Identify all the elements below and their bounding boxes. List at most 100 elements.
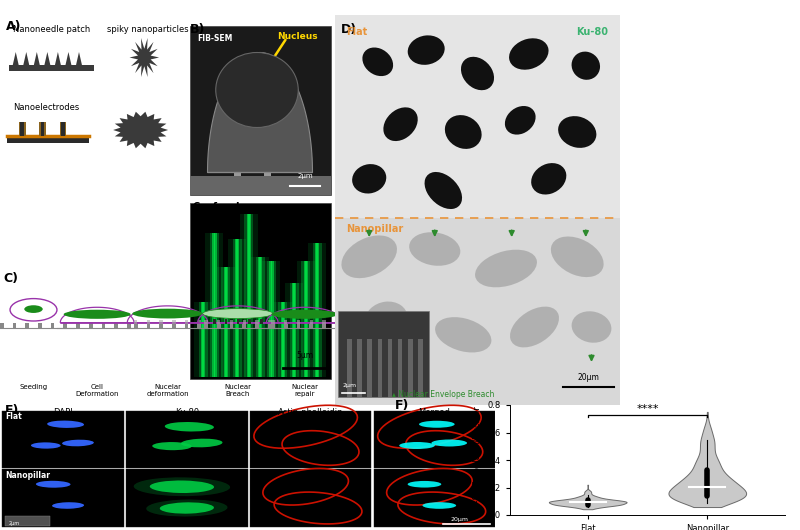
FancyBboxPatch shape	[63, 323, 67, 328]
FancyBboxPatch shape	[290, 283, 298, 377]
Text: Nanopillar: Nanopillar	[5, 471, 50, 480]
Ellipse shape	[62, 440, 94, 446]
FancyBboxPatch shape	[338, 312, 429, 397]
Text: 20μm: 20μm	[578, 373, 599, 382]
Ellipse shape	[202, 308, 273, 319]
FancyBboxPatch shape	[408, 339, 413, 397]
Text: Seeding: Seeding	[19, 384, 47, 390]
FancyBboxPatch shape	[134, 321, 138, 324]
FancyBboxPatch shape	[357, 339, 362, 397]
FancyBboxPatch shape	[206, 233, 223, 377]
FancyBboxPatch shape	[284, 321, 287, 324]
FancyBboxPatch shape	[50, 323, 54, 328]
FancyBboxPatch shape	[213, 319, 216, 324]
Ellipse shape	[383, 108, 418, 141]
Text: F): F)	[394, 400, 409, 412]
FancyBboxPatch shape	[322, 321, 326, 324]
FancyBboxPatch shape	[267, 261, 276, 377]
FancyBboxPatch shape	[258, 257, 262, 377]
FancyBboxPatch shape	[126, 411, 247, 468]
Ellipse shape	[165, 422, 214, 431]
Ellipse shape	[365, 302, 408, 337]
FancyBboxPatch shape	[198, 321, 201, 324]
Text: Ku-80: Ku-80	[174, 408, 199, 417]
FancyBboxPatch shape	[233, 239, 242, 377]
FancyBboxPatch shape	[292, 283, 296, 377]
Polygon shape	[34, 52, 40, 65]
Text: A): A)	[6, 20, 21, 33]
FancyBboxPatch shape	[194, 302, 212, 377]
FancyBboxPatch shape	[236, 239, 238, 377]
FancyBboxPatch shape	[268, 321, 271, 324]
Ellipse shape	[475, 250, 537, 287]
Ellipse shape	[505, 106, 536, 135]
FancyBboxPatch shape	[2, 411, 124, 468]
FancyBboxPatch shape	[102, 323, 106, 328]
FancyBboxPatch shape	[224, 267, 228, 377]
FancyBboxPatch shape	[374, 411, 495, 468]
Polygon shape	[55, 52, 61, 65]
Ellipse shape	[422, 502, 456, 509]
FancyBboxPatch shape	[225, 319, 227, 324]
FancyBboxPatch shape	[26, 323, 29, 328]
FancyBboxPatch shape	[190, 26, 330, 195]
Ellipse shape	[36, 481, 70, 488]
FancyBboxPatch shape	[230, 321, 233, 324]
Polygon shape	[45, 52, 50, 65]
FancyBboxPatch shape	[315, 243, 319, 377]
Ellipse shape	[399, 442, 435, 449]
Polygon shape	[66, 52, 71, 65]
FancyBboxPatch shape	[284, 323, 287, 328]
Text: Confocal: Confocal	[193, 202, 240, 213]
Text: Nuclear
repair: Nuclear repair	[291, 384, 318, 397]
Text: Nanoneedle patch: Nanoneedle patch	[13, 25, 90, 34]
FancyBboxPatch shape	[190, 202, 330, 379]
Ellipse shape	[509, 38, 549, 70]
FancyBboxPatch shape	[172, 321, 175, 324]
FancyBboxPatch shape	[5, 516, 50, 526]
FancyBboxPatch shape	[202, 302, 204, 377]
FancyBboxPatch shape	[278, 302, 287, 377]
FancyBboxPatch shape	[198, 302, 207, 377]
Text: Nuclear
Breach: Nuclear Breach	[224, 384, 251, 397]
FancyBboxPatch shape	[244, 214, 253, 377]
FancyBboxPatch shape	[159, 321, 163, 324]
FancyBboxPatch shape	[281, 302, 285, 377]
FancyBboxPatch shape	[250, 411, 371, 468]
FancyBboxPatch shape	[2, 469, 124, 527]
FancyBboxPatch shape	[204, 321, 208, 324]
FancyBboxPatch shape	[39, 122, 46, 136]
FancyBboxPatch shape	[251, 257, 269, 377]
FancyBboxPatch shape	[282, 302, 284, 377]
FancyBboxPatch shape	[378, 339, 382, 397]
Ellipse shape	[134, 478, 230, 496]
Text: 2μm: 2μm	[297, 173, 313, 179]
FancyBboxPatch shape	[134, 323, 138, 328]
FancyBboxPatch shape	[248, 319, 251, 324]
Text: DAPI: DAPI	[54, 408, 73, 417]
FancyBboxPatch shape	[242, 321, 246, 324]
FancyBboxPatch shape	[270, 261, 272, 377]
FancyBboxPatch shape	[294, 283, 295, 377]
Ellipse shape	[271, 310, 338, 319]
FancyBboxPatch shape	[20, 122, 24, 136]
Text: Nanopillar: Nanopillar	[346, 224, 404, 234]
FancyBboxPatch shape	[19, 122, 26, 136]
Ellipse shape	[445, 115, 482, 149]
Text: 5μm: 5μm	[297, 351, 314, 360]
FancyBboxPatch shape	[210, 233, 219, 377]
FancyBboxPatch shape	[38, 323, 42, 328]
FancyBboxPatch shape	[172, 323, 176, 328]
FancyBboxPatch shape	[316, 243, 318, 377]
FancyBboxPatch shape	[303, 261, 308, 377]
Text: Nucelar
deformation: Nucelar deformation	[146, 384, 189, 397]
FancyBboxPatch shape	[398, 339, 402, 397]
FancyBboxPatch shape	[61, 122, 65, 136]
FancyBboxPatch shape	[274, 302, 292, 377]
Text: E): E)	[5, 404, 19, 417]
FancyBboxPatch shape	[114, 323, 118, 328]
FancyBboxPatch shape	[271, 321, 274, 324]
Text: 2μm: 2μm	[9, 520, 19, 526]
FancyBboxPatch shape	[240, 214, 258, 377]
FancyBboxPatch shape	[310, 323, 313, 328]
